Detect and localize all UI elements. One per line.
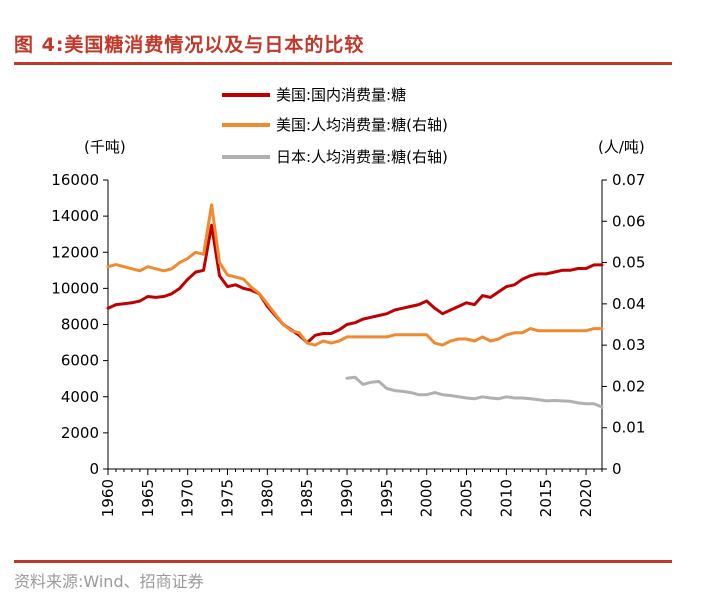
us-per-capita-line [106, 203, 604, 347]
x-tick-label: 1970 [179, 479, 197, 517]
source-divider [14, 560, 672, 563]
legend-label: 美国:国内消费量:糖 [276, 86, 406, 104]
left-tick-label: 10000 [51, 279, 99, 297]
japan-per-capita-line [345, 375, 604, 409]
x-tick-label: 1960 [99, 479, 117, 517]
right-tick-label: 0.06 [612, 212, 645, 230]
left-axis-unit: (千吨) [84, 138, 126, 156]
axes: 0 2000 4000 6000 8000 10000 12000 14000 16000 0 0.… [51, 171, 645, 517]
series-group [106, 203, 604, 409]
right-tick-label: 0.05 [612, 254, 645, 272]
x-tick-label: 1980 [258, 479, 276, 517]
x-tick-label: 1985 [298, 479, 316, 517]
left-tick-label: 14000 [51, 207, 99, 225]
left-tick-label: 6000 [61, 352, 99, 370]
x-tick-label: 2015 [537, 479, 555, 517]
x-tick-label: 2000 [418, 479, 436, 517]
right-tick-label: 0.07 [612, 171, 645, 189]
x-tick-label: 2020 [577, 479, 595, 517]
chart-area: 美国:国内消费量:糖美国:人均消费量:糖(右轴) 日本:人均消费量:糖(右轴) (… [51, 86, 645, 517]
legend-item-us-domestic: 美国:国内消费量:糖 [222, 86, 406, 104]
source-note: 资料来源:Wind、招商证券 [14, 572, 204, 591]
left-tick-label: 8000 [61, 316, 99, 334]
right-tick-label: 0.03 [612, 336, 645, 354]
right-tick-label: 0.04 [612, 295, 645, 313]
left-tick-label: 12000 [51, 243, 99, 261]
legend-label: 美国:人均消费量:糖(右轴) [276, 116, 448, 134]
right-tick-label: 0.02 [612, 377, 645, 395]
x-tick-label: 1995 [378, 479, 396, 517]
left-tick-label: 0 [89, 460, 99, 478]
left-tick-label: 2000 [61, 424, 99, 442]
x-tick-label: 2005 [458, 479, 476, 517]
right-tick-label: 0 [612, 460, 622, 478]
legend-label: 日本:人均消费量:糖(右轴) [276, 148, 448, 166]
us-domestic-consumption-line [106, 223, 604, 345]
x-tick-label: 2010 [497, 479, 515, 517]
right-axis-unit: (人/吨) [598, 138, 645, 156]
x-tick-label: 1965 [139, 479, 157, 517]
legend-item-us-per-capita: 美国:人均消费量:糖(右轴) [222, 116, 448, 134]
figure-title: 图 4:美国糖消费情况以及与日本的比较 [14, 34, 365, 56]
x-tick-label: 1975 [219, 479, 237, 517]
left-tick-label: 16000 [51, 171, 99, 189]
x-tick-label: 1990 [338, 479, 356, 517]
left-tick-label: 4000 [61, 388, 99, 406]
right-tick-label: 0.01 [612, 419, 645, 437]
legend-item-japan-per-capita: 日本:人均消费量:糖(右轴) [222, 148, 448, 166]
title-divider [14, 62, 672, 65]
legend: 美国:国内消费量:糖美国:人均消费量:糖(右轴) 日本:人均消费量:糖(右轴) [222, 86, 448, 166]
